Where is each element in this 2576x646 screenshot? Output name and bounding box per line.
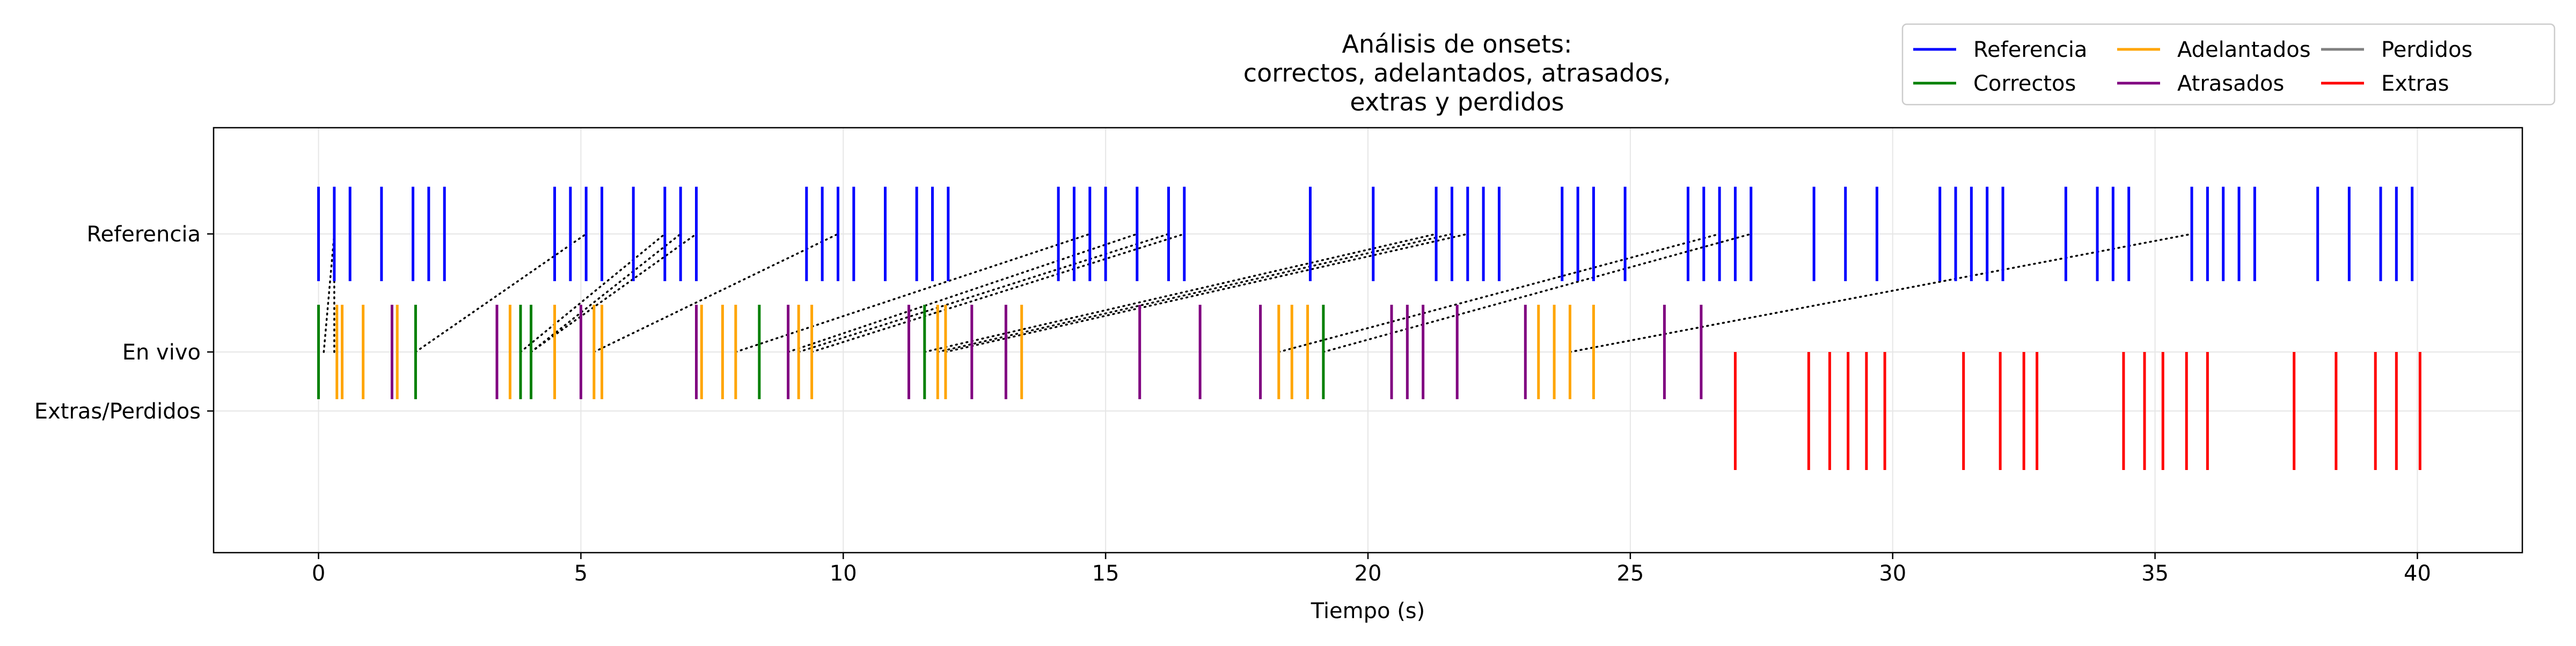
match-line	[519, 233, 666, 353]
y-tick-label: En vivo	[122, 340, 201, 365]
y-tick-label: Extras/Perdidos	[34, 399, 201, 424]
match-line	[787, 233, 1138, 353]
match-line	[1278, 233, 1721, 353]
match-line	[735, 233, 1091, 353]
chart-title-line: correctos, adelantados, atrasados,	[1243, 58, 1671, 87]
x-tick-label: 30	[1879, 561, 1906, 586]
legend-label: Adelantados	[2177, 38, 2311, 62]
legend-label: Referencia	[1973, 38, 2087, 62]
match-line	[810, 233, 1185, 353]
chart-title-line: extras y perdidos	[1350, 87, 1564, 116]
match-line	[1322, 233, 1752, 353]
x-tick-label: 35	[2141, 561, 2169, 586]
x-tick-label: 10	[830, 561, 857, 586]
match-line	[936, 233, 1453, 353]
legend: Referencia Correctos Adelantados Atrasados P…	[1901, 23, 2556, 106]
x-tick-label: 40	[2404, 561, 2431, 586]
match-line	[1569, 233, 2193, 353]
x-tick-label: 25	[1616, 561, 1644, 586]
legend-label: Perdidos	[2381, 38, 2472, 62]
legend-box	[1901, 23, 2556, 106]
legend-label: Extras	[2381, 71, 2449, 96]
x-tick-label: 5	[574, 561, 588, 586]
x-tick-label: 20	[1355, 561, 1382, 586]
match-line	[530, 233, 698, 353]
axis-ticks: 0 5 10 15 20 25 30 35 40 Referencia En vivo Extras/…	[34, 222, 2431, 586]
x-tick-label: 15	[1092, 561, 1119, 586]
chart-title-line: Análisis de onsets:	[1342, 30, 1572, 58]
x-axis-label: Tiempo (s)	[1311, 599, 1425, 623]
match-line	[414, 233, 587, 353]
event-lines	[317, 187, 2421, 470]
chart-title: Análisis de onsets: correctos, adelantado…	[1243, 30, 1671, 116]
legend-label: Atrasados	[2177, 71, 2284, 96]
match-line	[924, 233, 1437, 353]
y-tick-label: Referencia	[87, 222, 201, 247]
legend-label: Correctos	[1973, 71, 2076, 96]
grid-lines	[214, 128, 2522, 553]
match-line	[323, 233, 335, 353]
x-tick-label: 0	[312, 561, 325, 586]
match-line	[945, 233, 1469, 353]
match-lines	[323, 233, 2193, 353]
match-line	[593, 233, 839, 353]
